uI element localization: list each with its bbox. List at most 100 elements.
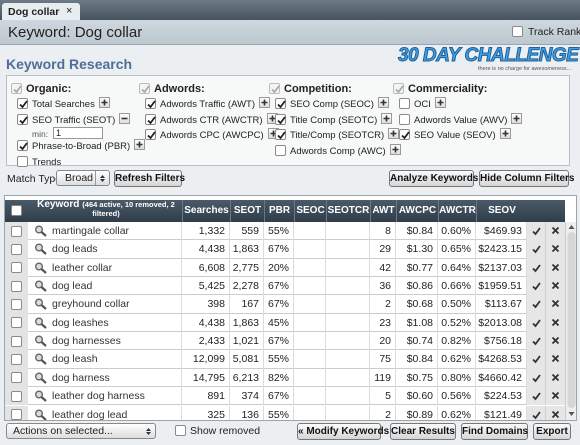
keep-button[interactable] bbox=[527, 387, 546, 406]
checkbox[interactable] bbox=[11, 409, 22, 420]
checkbox[interactable] bbox=[11, 225, 22, 237]
search-icon[interactable] bbox=[34, 409, 48, 420]
keep-button[interactable] bbox=[527, 350, 546, 369]
checkbox[interactable] bbox=[11, 280, 22, 292]
toggle-glyph bbox=[380, 99, 387, 106]
checkbox[interactable] bbox=[11, 335, 22, 347]
keep-button[interactable] bbox=[527, 258, 546, 278]
checkbox[interactable] bbox=[145, 129, 156, 140]
keep-button[interactable] bbox=[527, 277, 546, 296]
search-icon[interactable] bbox=[34, 225, 48, 237]
toggle-plus[interactable] bbox=[381, 112, 392, 124]
toggle-glyph bbox=[136, 141, 143, 148]
table-cell: 2 bbox=[370, 295, 396, 314]
checkbox[interactable] bbox=[11, 243, 22, 255]
checkbox[interactable] bbox=[139, 83, 150, 94]
keep-button[interactable] bbox=[527, 405, 546, 420]
table-cell: 4,438 bbox=[182, 313, 230, 333]
table-row: dog harness 14,795 6,213 82% 119 $0.75 0.80% $4… bbox=[5, 368, 565, 388]
remove-button[interactable] bbox=[546, 405, 565, 420]
keep-button[interactable] bbox=[527, 240, 546, 259]
hide-column-filters-button[interactable]: Hide Column Filters bbox=[479, 170, 574, 187]
toggle-minus[interactable] bbox=[119, 112, 130, 124]
checkbox[interactable] bbox=[17, 98, 28, 109]
keep-button[interactable] bbox=[527, 332, 546, 351]
cell-value: 55% bbox=[267, 225, 289, 237]
filter-group-title: Organic: bbox=[26, 83, 72, 95]
remove-button[interactable] bbox=[546, 387, 565, 406]
checkbox[interactable] bbox=[11, 353, 22, 365]
min-label: min: bbox=[32, 128, 49, 139]
checkbox[interactable] bbox=[11, 317, 22, 329]
analyze-keywords-button[interactable]: Analyze Keywords bbox=[389, 170, 478, 187]
checkbox[interactable] bbox=[11, 262, 22, 274]
checkbox[interactable] bbox=[11, 83, 22, 94]
keep-button[interactable] bbox=[527, 313, 546, 333]
keep-button[interactable] bbox=[527, 368, 546, 388]
table-cell: $4660.42 bbox=[476, 368, 527, 388]
match-type-select[interactable]: Broad bbox=[56, 170, 110, 186]
search-icon[interactable] bbox=[34, 353, 48, 366]
actions-select[interactable]: Actions on selected... bbox=[6, 423, 156, 439]
search-icon[interactable] bbox=[34, 317, 48, 329]
remove-button[interactable] bbox=[546, 332, 565, 351]
checkbox[interactable] bbox=[275, 129, 286, 140]
search-icon[interactable] bbox=[34, 243, 48, 256]
remove-button[interactable] bbox=[546, 240, 565, 259]
checkbox[interactable] bbox=[275, 98, 286, 109]
search-icon[interactable] bbox=[34, 335, 48, 347]
filter-group-title: Adwords: bbox=[154, 83, 205, 95]
remove-button[interactable] bbox=[546, 258, 565, 278]
track-rank-checkbox[interactable] bbox=[512, 26, 523, 37]
remove-button[interactable] bbox=[546, 313, 565, 333]
checkbox[interactable] bbox=[11, 390, 22, 402]
search-icon[interactable] bbox=[34, 262, 48, 274]
refresh-filters-button[interactable]: Refresh Filters bbox=[114, 170, 185, 187]
toggle-plus[interactable] bbox=[134, 139, 145, 150]
checkbox[interactable] bbox=[399, 98, 410, 109]
tab[interactable]: Dog collar × bbox=[2, 3, 80, 21]
show-removed-checkbox[interactable] bbox=[175, 425, 186, 436]
remove-button[interactable] bbox=[546, 350, 565, 369]
search-icon[interactable] bbox=[34, 298, 48, 311]
search-icon[interactable] bbox=[34, 372, 48, 384]
search-icon[interactable] bbox=[34, 280, 48, 292]
checkbox[interactable] bbox=[275, 113, 286, 125]
checkbox[interactable] bbox=[393, 83, 404, 94]
checkbox[interactable] bbox=[17, 155, 28, 167]
table-cell: dog lead bbox=[28, 277, 182, 296]
checkbox[interactable] bbox=[399, 129, 410, 140]
toggle-plus[interactable] bbox=[378, 97, 389, 108]
footer-button[interactable]: Find Domains bbox=[461, 423, 528, 440]
checkbox[interactable] bbox=[145, 113, 156, 125]
keep-button[interactable] bbox=[527, 222, 546, 241]
checkbox[interactable] bbox=[11, 205, 22, 216]
toggle-plus[interactable] bbox=[388, 128, 399, 139]
toggle-plus[interactable] bbox=[500, 128, 511, 139]
checkbox[interactable] bbox=[145, 98, 156, 109]
footer-button[interactable]: Export bbox=[533, 423, 571, 440]
remove-button[interactable] bbox=[546, 368, 565, 388]
keep-button[interactable] bbox=[527, 295, 546, 314]
min-input[interactable]: 1 bbox=[53, 126, 103, 139]
search-icon[interactable] bbox=[34, 390, 48, 402]
checkbox[interactable] bbox=[17, 113, 28, 125]
checkbox[interactable] bbox=[11, 372, 22, 384]
toggle-glyph bbox=[121, 117, 128, 119]
footer-button[interactable]: Clear Results bbox=[390, 423, 456, 440]
checkbox[interactable] bbox=[269, 83, 280, 94]
footer-button[interactable]: « Modify Keywords bbox=[297, 423, 389, 440]
checkbox[interactable] bbox=[11, 298, 22, 310]
checkbox[interactable] bbox=[275, 144, 286, 156]
toggle-plus[interactable] bbox=[511, 112, 522, 124]
remove-button[interactable] bbox=[546, 222, 565, 241]
checkbox[interactable] bbox=[17, 140, 28, 151]
tab-close[interactable]: × bbox=[66, 5, 73, 17]
toggle-plus[interactable] bbox=[99, 97, 110, 108]
remove-button[interactable] bbox=[546, 295, 565, 314]
remove-button[interactable] bbox=[546, 277, 565, 296]
checkbox[interactable] bbox=[399, 113, 410, 125]
toggle-plus[interactable] bbox=[435, 97, 446, 108]
toggle-plus[interactable] bbox=[259, 97, 270, 108]
toggle-plus[interactable] bbox=[390, 143, 401, 155]
